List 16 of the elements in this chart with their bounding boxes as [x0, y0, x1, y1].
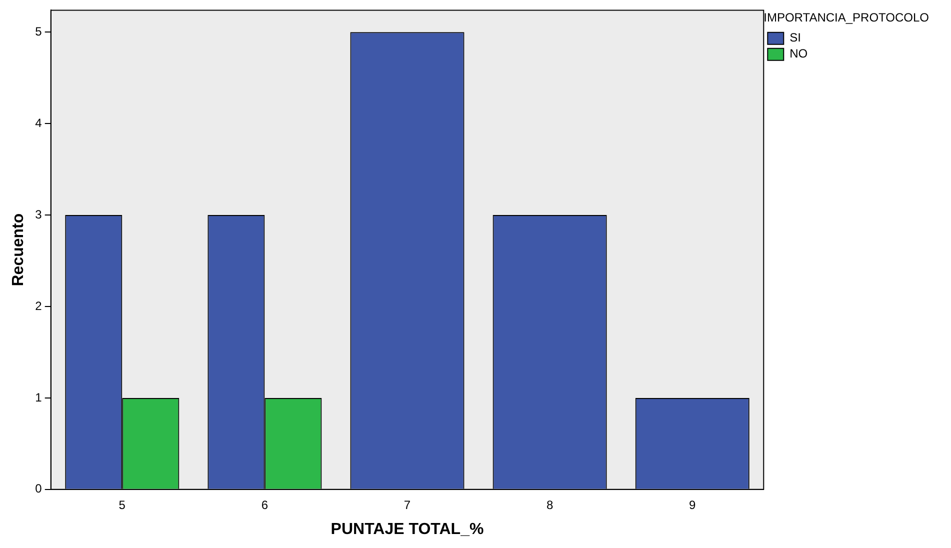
y-tick-label: 3: [35, 207, 42, 222]
y-tick-label: 2: [35, 298, 42, 313]
legend-label: NO: [790, 46, 808, 61]
y-axis-title: Recuento: [10, 213, 28, 286]
x-tick-label: 8: [546, 498, 554, 512]
legend-label: SI: [790, 30, 801, 45]
y-tick-label: 1: [35, 390, 42, 404]
legend-title: IMPORTANCIA_PROTOCOLO: [764, 10, 930, 24]
y-tick-label: 4: [35, 116, 42, 130]
y-tick-label: 0: [35, 482, 42, 496]
x-axis-title: PUNTAJE TOTAL_%: [330, 520, 484, 538]
x-tick-label: 5: [118, 498, 126, 512]
y-tick-label: 5: [35, 24, 42, 38]
x-tick-label: 7: [404, 498, 411, 512]
x-tick-label: 9: [689, 498, 696, 512]
x-tick-label: 6: [261, 498, 268, 512]
